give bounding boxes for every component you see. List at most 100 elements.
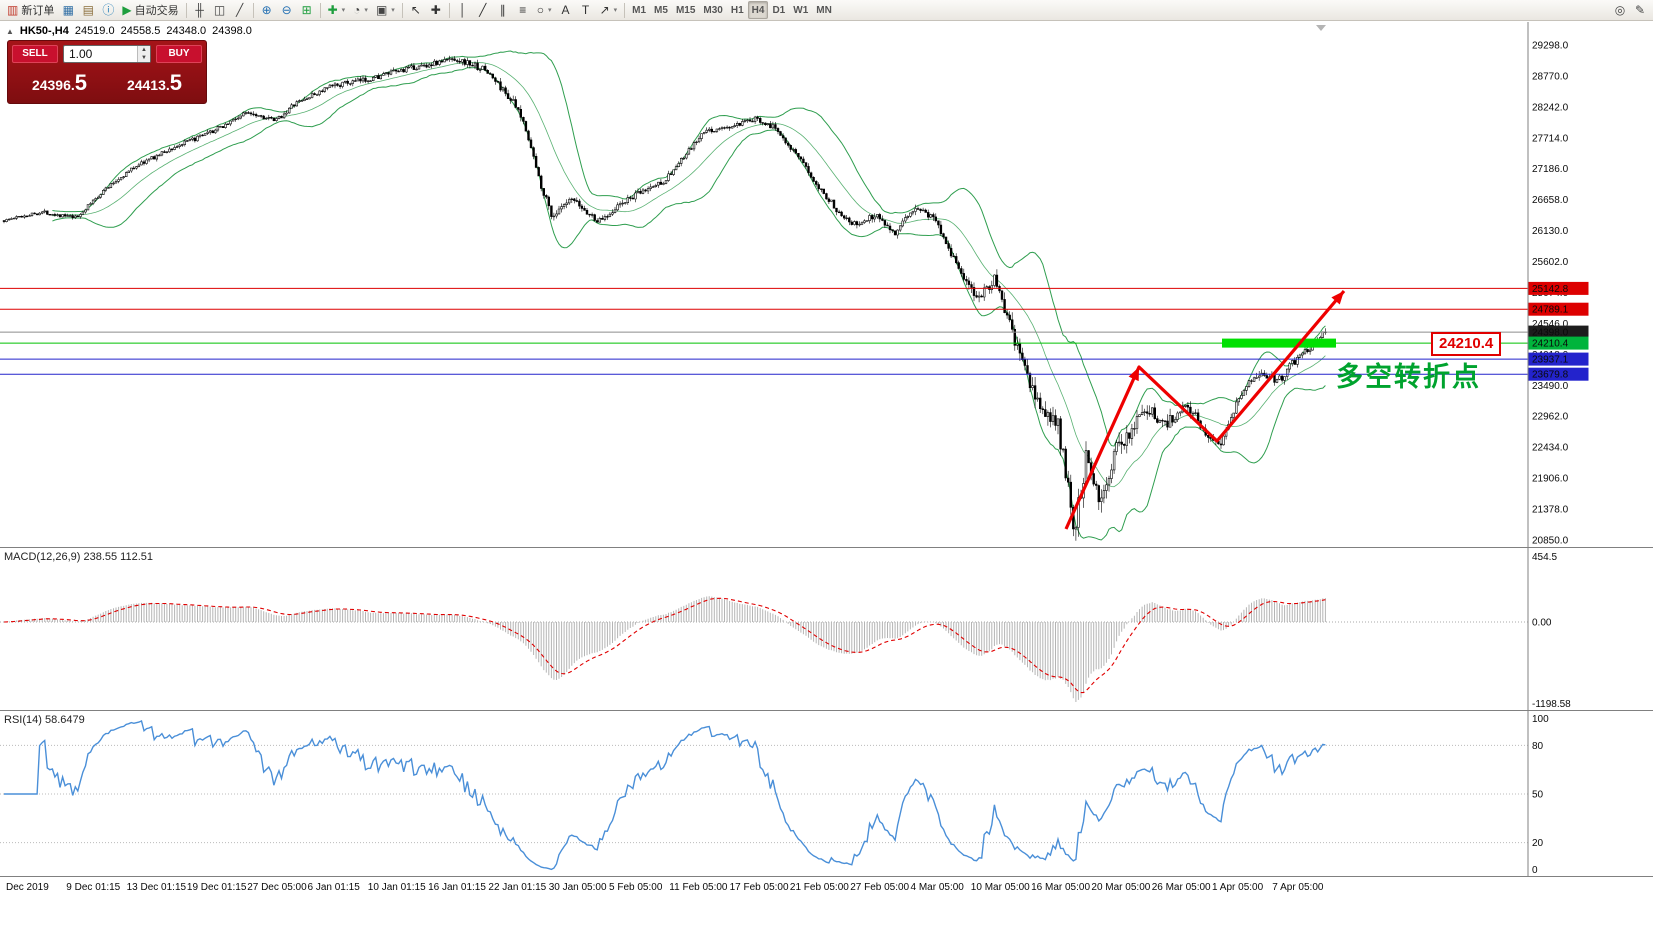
sell-price[interactable]: 24396.5 <box>12 70 107 96</box>
timeframe-h4[interactable]: H4 <box>747 1 769 19</box>
main-chart-plot[interactable] <box>2 50 1327 541</box>
toolbar-button-equidistant-channel[interactable]: ∥ <box>493 1 513 19</box>
timeframe-m5[interactable]: M5 <box>654 4 668 16</box>
time-axis-label: 20 Mar 05:00 <box>1091 882 1150 893</box>
rsi-axis-label: 100 <box>1532 714 1549 725</box>
rsi-label: RSI(14) 58.6479 <box>4 714 85 726</box>
toolbar-button-periods[interactable]: ◔ ▾ <box>349 1 372 19</box>
macd-histogram <box>6 596 1326 702</box>
time-axis-label: 19 Dec 01:15 <box>187 882 247 893</box>
toolbar-button-info[interactable]: ⓘ <box>98 1 118 19</box>
buy-price-main: 24413. <box>126 76 170 93</box>
toolbar-button-chart-window[interactable]: ▦ <box>58 1 78 19</box>
time-axis-label: 5 Feb 05:00 <box>609 882 663 893</box>
buy-button[interactable]: BUY <box>156 45 202 63</box>
toolbar-button-cursor[interactable]: ↖ <box>406 1 426 19</box>
toolbar-button-shapes[interactable]: ○ ▾ <box>533 1 556 19</box>
search-icon: ◎ <box>1614 3 1626 17</box>
shapes-dropdown-arrow[interactable]: ▾ <box>548 7 552 14</box>
volume-value[interactable]: 1.00 <box>69 47 93 61</box>
price-axis-label: 23490.0 <box>1532 381 1569 392</box>
buy-price[interactable]: 24413.5 <box>107 70 202 96</box>
periods-dropdown-arrow[interactable]: ▾ <box>364 7 368 14</box>
toolbar-button-templates[interactable]: ▣ ▾ <box>372 1 399 19</box>
price-axis-label: 21906.0 <box>1532 474 1569 485</box>
bar-chart-icon: ╫ <box>195 3 204 17</box>
periods-icon: ◔ <box>353 3 361 17</box>
timeframe-m30[interactable]: M30 <box>703 4 723 16</box>
volume-input[interactable]: 1.00 ▲ ▼ <box>63 45 151 63</box>
trade-panel-toggle-icon[interactable]: ▲ <box>6 26 14 36</box>
rsi-axis-label: 50 <box>1532 790 1544 801</box>
timeframe-m1[interactable]: M1 <box>632 4 647 16</box>
toolbar-button-line-chart[interactable]: ╱ <box>230 1 250 19</box>
toolbar-separator <box>448 2 450 18</box>
symbol-ohlc-info: ▲ HK50-,H4 24519.0 24558.5 24348.0 24398… <box>6 25 252 37</box>
support-highlight-bar[interactable] <box>1222 338 1336 348</box>
trend-zigzag-line[interactable] <box>1064 289 1346 530</box>
bar-low-value: 24348.0 <box>166 25 207 37</box>
timeframe-m15[interactable]: M15 <box>675 4 696 16</box>
toolbar-button-bar-chart[interactable]: ╫ <box>190 1 210 19</box>
cursor-icon: ↖ <box>410 3 421 17</box>
toolbar-button-tile-windows[interactable]: ⊞ <box>297 1 317 19</box>
candlestick-chart-icon: ◫ <box>213 3 226 17</box>
chart-background <box>0 21 1653 942</box>
price-axis-label: 26130.0 <box>1532 226 1569 237</box>
time-axis-label: 26 Mar 05:00 <box>1152 882 1211 893</box>
price-tag-text: 24789.1 <box>1532 305 1569 316</box>
toolbar-button-indicators-add[interactable]: ✚ ▾ <box>324 1 350 19</box>
macd-panel <box>0 596 1528 702</box>
toolbar-button-text-label[interactable]: T <box>576 1 596 19</box>
toolbar-button-trendline[interactable]: ╱ <box>473 1 493 19</box>
volume-spinner[interactable]: ▲ ▼ <box>137 46 150 62</box>
price-tag <box>1528 302 1589 316</box>
toolbar-button-search[interactable]: ◎ <box>1610 1 1630 19</box>
toolbar-button-vertical-line[interactable]: │ <box>453 1 473 19</box>
toolbar-button-crosshair[interactable]: ✚ <box>426 1 446 19</box>
price-callout-label[interactable]: 24210.4 <box>1431 332 1502 356</box>
indicators-add-dropdown-arrow[interactable]: ▾ <box>341 7 346 14</box>
toolbar-button-fibonacci[interactable]: ≡ <box>513 1 533 19</box>
arrows-dropdown-arrow[interactable]: ▾ <box>613 7 618 14</box>
price-axis-label: 20850.0 <box>1532 536 1569 547</box>
spinner-down-icon[interactable]: ▼ <box>138 54 150 62</box>
timeframe-w1[interactable]: W1 <box>793 4 809 16</box>
time-axis-label: 16 Mar 05:00 <box>1031 882 1090 893</box>
time-axis[interactable]: Dec 2019 9 Dec 01:15 13 Dec 01:15 19 Dec 01… <box>6 882 1324 893</box>
toolbar-button-auto-trading[interactable]: ▶ 自动交易 <box>118 1 182 19</box>
turning-point-label[interactable]: 多空转折点 <box>1336 362 1481 392</box>
toolbar-button-candlestick-chart[interactable]: ◫ <box>210 1 230 19</box>
trend-annotation[interactable] <box>1064 289 1346 530</box>
price-axis[interactable]: 29298.0 28770.0 28242.0 27714.0 27186.0 26658… <box>1528 41 1589 877</box>
macd-label: MACD(12,26,9) 238.55 112.51 <box>4 551 153 563</box>
autoscroll-marker-icon[interactable] <box>1316 25 1326 31</box>
indicators-add-icon: ✚ <box>327 3 338 17</box>
horizontal-levels[interactable] <box>0 287 1528 375</box>
toolbar-button-profiles[interactable]: ▤ <box>78 1 98 19</box>
toolbar-button-zoom-out[interactable]: ⊖ <box>277 1 297 19</box>
time-axis-label: 11 Feb 05:00 <box>669 882 728 893</box>
macd-axis-label: 0.00 <box>1532 618 1552 629</box>
timeframe-mn[interactable]: MN <box>816 4 832 16</box>
toolbar-button-new-order[interactable]: ▥ 新订单 <box>3 1 58 19</box>
time-axis-label: 22 Jan 01:15 <box>488 882 546 893</box>
time-axis-label: 4 Mar 05:00 <box>911 882 965 893</box>
spinner-up-icon[interactable]: ▲ <box>138 46 150 54</box>
zoom-out-icon: ⊖ <box>281 3 292 17</box>
timeframe-h1[interactable]: H1 <box>730 4 744 16</box>
toolbar-button-zoom-in[interactable]: ⊕ <box>257 1 277 19</box>
time-axis-label: 7 Apr 05:00 <box>1272 882 1324 893</box>
templates-dropdown-arrow[interactable]: ▾ <box>391 7 395 14</box>
toolbar-button-edit[interactable]: ✎ <box>1630 1 1650 19</box>
rsi-axis-label: 0 <box>1532 865 1538 876</box>
price-axis-label: 24546.0 <box>1532 319 1569 330</box>
price-axis-label: 22434.0 <box>1532 443 1569 454</box>
toolbar-button-arrows[interactable]: ↗ ▾ <box>596 1 622 19</box>
price-axis-label: 22962.0 <box>1532 412 1569 423</box>
timeframe-d1[interactable]: D1 <box>772 4 786 16</box>
sell-button[interactable]: SELL <box>12 45 58 63</box>
rsi-axis-label: 20 <box>1532 838 1544 849</box>
toolbar-button-text[interactable]: A <box>556 1 576 19</box>
